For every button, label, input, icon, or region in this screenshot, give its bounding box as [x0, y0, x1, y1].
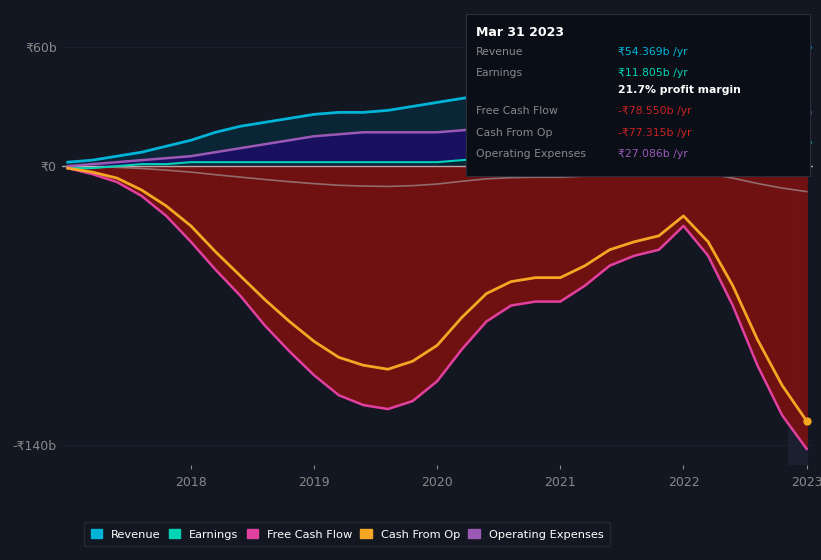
Bar: [788, 17, 807, 465]
Text: ₹27.086b /yr: ₹27.086b /yr: [618, 149, 688, 159]
Text: -₹78.550b /yr: -₹78.550b /yr: [618, 106, 692, 116]
Legend: Revenue, Earnings, Free Cash Flow, Cash From Op, Operating Expenses: Revenue, Earnings, Free Cash Flow, Cash …: [84, 522, 610, 547]
Text: ₹11.805b /yr: ₹11.805b /yr: [618, 68, 688, 78]
Text: 21.7% profit margin: 21.7% profit margin: [618, 85, 741, 95]
Text: Revenue: Revenue: [476, 47, 524, 57]
Text: Cash From Op: Cash From Op: [476, 128, 553, 138]
Text: -₹77.315b /yr: -₹77.315b /yr: [618, 128, 692, 138]
Text: Operating Expenses: Operating Expenses: [476, 149, 586, 159]
Text: Free Cash Flow: Free Cash Flow: [476, 106, 558, 116]
Text: Mar 31 2023: Mar 31 2023: [476, 26, 564, 39]
Text: ₹54.369b /yr: ₹54.369b /yr: [618, 47, 688, 57]
Text: Earnings: Earnings: [476, 68, 523, 78]
